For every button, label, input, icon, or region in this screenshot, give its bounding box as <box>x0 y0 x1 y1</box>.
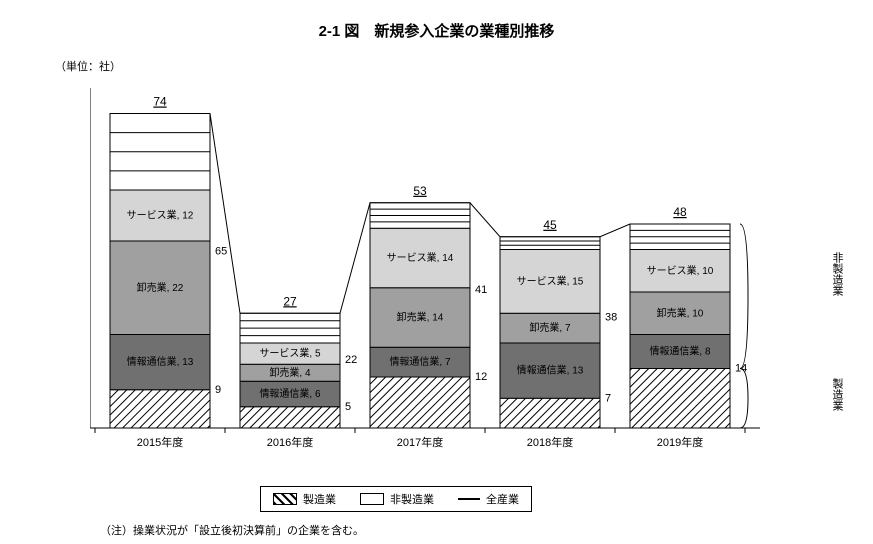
svg-text:情報通信業, 7: 情報通信業, 7 <box>389 355 451 368</box>
legend-label: 製造業 <box>303 491 336 507</box>
svg-text:サービス業, 14: サービス業, 14 <box>387 251 454 264</box>
svg-text:7: 7 <box>605 392 611 404</box>
svg-text:38: 38 <box>605 312 617 324</box>
svg-text:45: 45 <box>543 218 557 232</box>
svg-text:情報通信業, 6: 情報通信業, 6 <box>259 387 321 400</box>
svg-text:情報通信業, 13: 情報通信業, 13 <box>517 364 584 377</box>
legend-swatch-line <box>458 498 480 500</box>
svg-text:53: 53 <box>413 184 427 198</box>
svg-text:65: 65 <box>215 246 227 258</box>
svg-text:サービス業, 15: サービス業, 15 <box>517 274 584 287</box>
svg-text:5: 5 <box>345 401 351 413</box>
svg-text:卸売業, 10: 卸売業, 10 <box>657 306 704 319</box>
svg-text:情報通信業, 13: 情報通信業, 13 <box>127 355 194 368</box>
svg-text:12: 12 <box>475 371 487 383</box>
legend-label: 全産業 <box>486 491 519 507</box>
svg-text:サービス業, 5: サービス業, 5 <box>259 347 321 360</box>
svg-text:2016年度: 2016年度 <box>267 435 313 449</box>
svg-text:2015年度: 2015年度 <box>137 435 183 449</box>
svg-text:卸売業, 14: 卸売業, 14 <box>397 311 444 324</box>
svg-text:サービス業, 10: サービス業, 10 <box>647 264 714 277</box>
chart-svg: 01020304050607080情報通信業, 13卸売業, 22サービス業, … <box>90 78 770 458</box>
svg-text:2017年度: 2017年度 <box>397 435 443 449</box>
svg-text:41: 41 <box>475 284 487 296</box>
legend-item-nonmfg: 非製造業 <box>360 491 434 507</box>
svg-text:卸売業, 22: 卸売業, 22 <box>137 281 184 294</box>
non-mfg-vertical-label: 非製造業 <box>829 252 845 296</box>
chart-title: 2-1 図 新規参入企業の業種別推移 <box>0 0 873 41</box>
svg-text:27: 27 <box>283 294 297 308</box>
legend-item-mfg: 製造業 <box>273 491 336 507</box>
legend-label: 非製造業 <box>390 491 434 507</box>
svg-text:22: 22 <box>345 354 357 366</box>
legend: 製造業 非製造業 全産業 <box>260 486 532 512</box>
legend-item-total: 全産業 <box>458 491 519 507</box>
svg-text:9: 9 <box>215 384 221 396</box>
legend-swatch-white <box>360 493 384 505</box>
mfg-vertical-label: 製造業 <box>829 378 845 411</box>
svg-text:卸売業, 7: 卸売業, 7 <box>529 321 571 334</box>
chart-area: 01020304050607080情報通信業, 13卸売業, 22サービス業, … <box>90 78 770 458</box>
svg-text:情報通信業, 8: 情報通信業, 8 <box>649 345 711 358</box>
svg-text:2019年度: 2019年度 <box>657 435 703 449</box>
legend-swatch-hatch <box>273 493 297 505</box>
footnote: （注）操業状況が「設立後初決算前」の企業を含む。 <box>100 522 364 538</box>
svg-text:74: 74 <box>153 95 167 109</box>
svg-text:48: 48 <box>673 205 687 219</box>
svg-text:卸売業, 4: 卸売業, 4 <box>269 366 311 379</box>
unit-label: （単位：社） <box>55 58 121 74</box>
svg-text:2018年度: 2018年度 <box>527 435 573 449</box>
figure-container: 2-1 図 新規参入企業の業種別推移 （単位：社） 01020304050607… <box>0 0 873 544</box>
svg-text:サービス業, 12: サービス業, 12 <box>127 209 194 222</box>
